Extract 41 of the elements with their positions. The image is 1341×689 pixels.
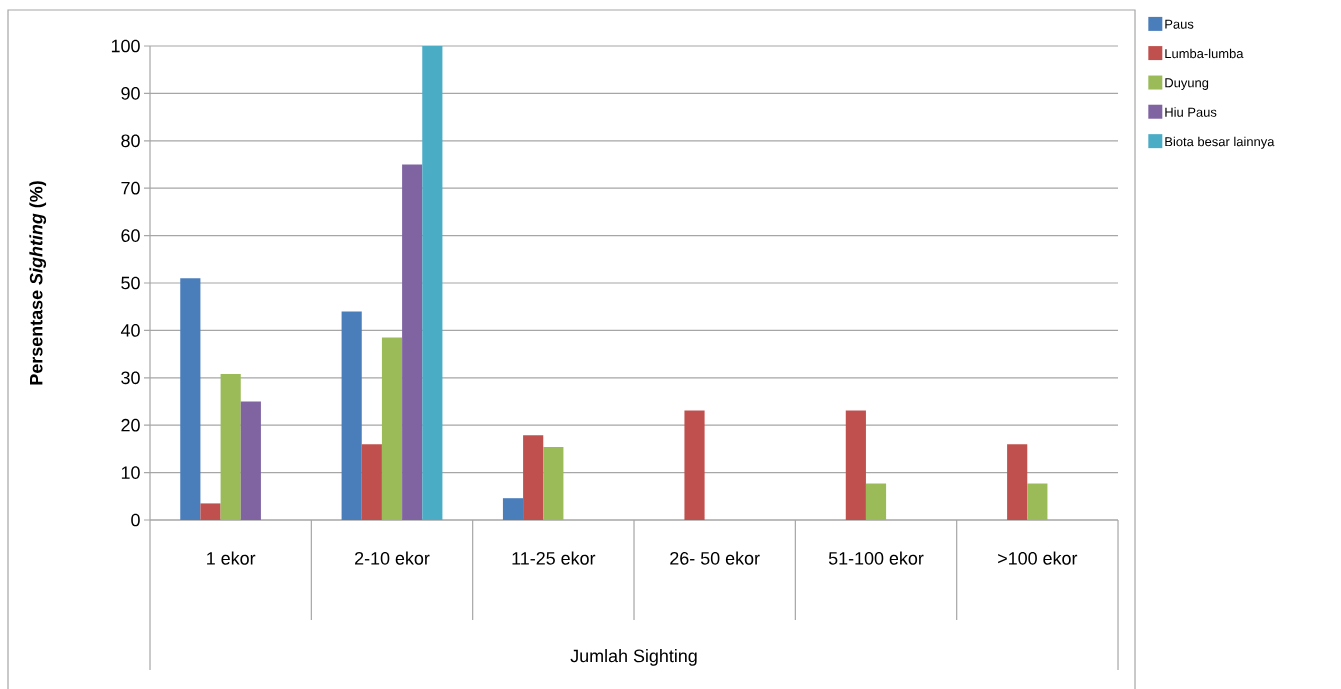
y-tick-label: 30	[121, 371, 140, 385]
bar	[684, 410, 705, 520]
bar	[543, 447, 564, 520]
bar	[845, 410, 866, 520]
y-tick-label: 50	[121, 276, 140, 290]
y-tick-label: 100	[111, 39, 140, 53]
bar	[402, 164, 423, 520]
bar	[865, 483, 887, 520]
bar	[502, 498, 524, 520]
y-tick-label: 20	[121, 418, 140, 432]
bar	[341, 311, 362, 520]
y-tick-label: 70	[121, 181, 140, 195]
x-axis-title: Jumlah Sighting	[570, 649, 697, 666]
y-tick-label: 90	[121, 87, 140, 100]
bar	[381, 337, 403, 520]
bar	[200, 503, 221, 520]
bar	[180, 278, 201, 520]
bar	[422, 45, 443, 520]
x-tick-label: 1 ekor	[207, 551, 256, 565]
x-tick-label: >100 ekor	[998, 551, 1078, 565]
bar	[220, 374, 241, 520]
x-tick-label: 26- 50 ekor	[670, 551, 760, 565]
legend-label: Hiu Paus	[1165, 107, 1217, 117]
y-tick-label: 0	[131, 513, 140, 527]
y-tick-label: 60	[121, 229, 140, 242]
x-tick-label: 2-10 ekor	[355, 551, 430, 565]
legend-label: Paus	[1165, 19, 1194, 29]
x-tick-label: 11-25 ekor	[512, 551, 596, 565]
bar	[1007, 444, 1028, 520]
y-axis-title: Persentase Sighting (%)	[29, 181, 47, 385]
bar	[240, 401, 261, 520]
bar	[1027, 483, 1048, 520]
bar	[361, 444, 382, 520]
bar	[523, 435, 544, 520]
legend-label: Biota besar lainnya	[1165, 136, 1275, 149]
legend-label: Lumba-lumba	[1165, 48, 1244, 59]
x-tick-label: 51-100 ekor	[828, 551, 924, 565]
y-tick-label: 10	[121, 466, 140, 479]
y-tick-label: 80	[121, 134, 140, 148]
legend-label: Duyung	[1165, 78, 1209, 90]
y-tick-label: 40	[120, 324, 140, 337]
